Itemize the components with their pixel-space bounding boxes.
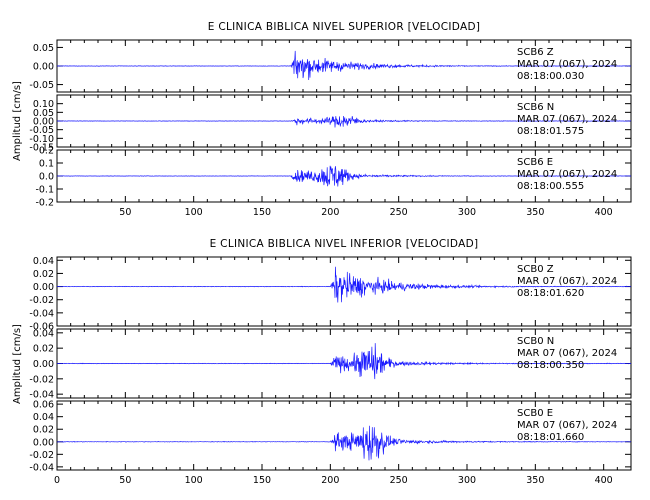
x-tick-label: 100 (185, 475, 203, 486)
y-tick-label: 0.04 (33, 412, 54, 423)
x-tick-label: 350 (526, 475, 544, 486)
y-tick-label: -0.2 (35, 198, 54, 209)
y-tick-label: -0.04 (29, 462, 54, 473)
y-tick-label: -0.02 (29, 450, 54, 461)
x-tick-label: 300 (458, 207, 476, 218)
y-axis-label: Amplitud [cm/s] (12, 324, 23, 404)
y-tick-label: 0.10 (33, 99, 54, 110)
record-date: MAR 07 (067), 2024 (517, 348, 617, 359)
y-tick-label: -0.02 (29, 295, 54, 306)
x-tick-label: 300 (458, 475, 476, 486)
station-code: SCB0 Z (517, 264, 554, 275)
y-tick-label: 0.00 (33, 359, 54, 370)
y-axis-label: Amplitud [cm/s] (12, 81, 23, 161)
y-tick-label: -0.05 (29, 125, 54, 136)
y-tick-label: -0.15 (29, 143, 54, 154)
record-time: 08:18:00.030 (517, 71, 584, 82)
x-tick-label: 200 (321, 475, 339, 486)
x-tick-label: 0 (54, 475, 60, 486)
y-tick-label: -0.04 (29, 390, 54, 401)
y-tick-label: 0.04 (33, 328, 54, 339)
y-tick-label: -0.04 (29, 308, 54, 319)
station-code: SCB6 N (517, 102, 554, 113)
x-tick-label: 400 (595, 207, 613, 218)
record-time: 08:18:01.660 (517, 432, 584, 443)
y-tick-label: -0.02 (29, 374, 54, 385)
record-time: 08:18:00.350 (517, 360, 584, 371)
chart-title: E CLINICA BIBLICA NIVEL INFERIOR [VELOCI… (210, 238, 479, 250)
x-tick-label: 150 (253, 207, 271, 218)
x-tick-label: 200 (321, 207, 339, 218)
record-time: 08:18:01.575 (517, 126, 584, 137)
record-date: MAR 07 (067), 2024 (517, 114, 617, 125)
station-code: SCB6 E (517, 157, 553, 168)
y-tick-label: -0.1 (35, 185, 54, 196)
waveform-trace (56, 266, 632, 303)
y-tick-label: 0.0 (39, 172, 54, 183)
chart-inferior: E CLINICA BIBLICA NIVEL INFERIOR [VELOCI… (12, 238, 632, 486)
y-tick-label: -0.05 (29, 80, 54, 91)
record-date: MAR 07 (067), 2024 (517, 276, 617, 287)
waveform-trace (56, 115, 632, 128)
station-code: SCB0 E (517, 408, 553, 419)
y-tick-label: 0.02 (33, 344, 54, 355)
station-code: SCB6 Z (517, 47, 554, 58)
x-tick-label: 50 (119, 207, 131, 218)
x-tick-label: 100 (185, 207, 203, 218)
waveform-trace (57, 343, 631, 380)
x-tick-label: 250 (390, 475, 408, 486)
waveform-trace (57, 165, 632, 187)
record-date: MAR 07 (067), 2024 (517, 420, 617, 431)
waveform-trace (57, 50, 631, 81)
record-time: 08:18:01.620 (517, 288, 584, 299)
y-tick-label: 0.02 (33, 269, 54, 280)
chart-title: E CLINICA BIBLICA NIVEL SUPERIOR [VELOCI… (208, 21, 480, 33)
y-tick-label: 0.02 (33, 425, 54, 436)
x-tick-label: 250 (390, 207, 408, 218)
x-tick-label: 150 (253, 475, 271, 486)
y-tick-label: 0.05 (33, 108, 54, 119)
record-time: 08:18:00.555 (517, 181, 584, 192)
y-tick-label: 0.00 (33, 117, 54, 128)
y-tick-label: 0.06 (33, 400, 54, 411)
y-tick-label: 0.2 (39, 146, 54, 157)
x-tick-label: 400 (595, 475, 613, 486)
y-tick-label: 0.05 (33, 43, 54, 54)
record-date: MAR 07 (067), 2024 (517, 59, 617, 70)
record-date: MAR 07 (067), 2024 (517, 169, 617, 180)
y-tick-label: 0.1 (39, 159, 54, 170)
x-tick-label: 350 (526, 207, 544, 218)
chart-superior: E CLINICA BIBLICA NIVEL SUPERIOR [VELOCI… (12, 21, 632, 218)
y-tick-label: 0.00 (33, 437, 54, 448)
y-tick-label: -0.10 (29, 134, 54, 145)
x-tick-label: 50 (119, 475, 131, 486)
station-code: SCB0 N (517, 336, 554, 347)
waveform-trace (56, 425, 632, 461)
y-tick-label: 0.00 (33, 62, 54, 73)
y-tick-label: -0.06 (29, 322, 54, 333)
y-tick-label: 0.04 (33, 256, 54, 267)
y-tick-label: 0.00 (33, 282, 54, 293)
